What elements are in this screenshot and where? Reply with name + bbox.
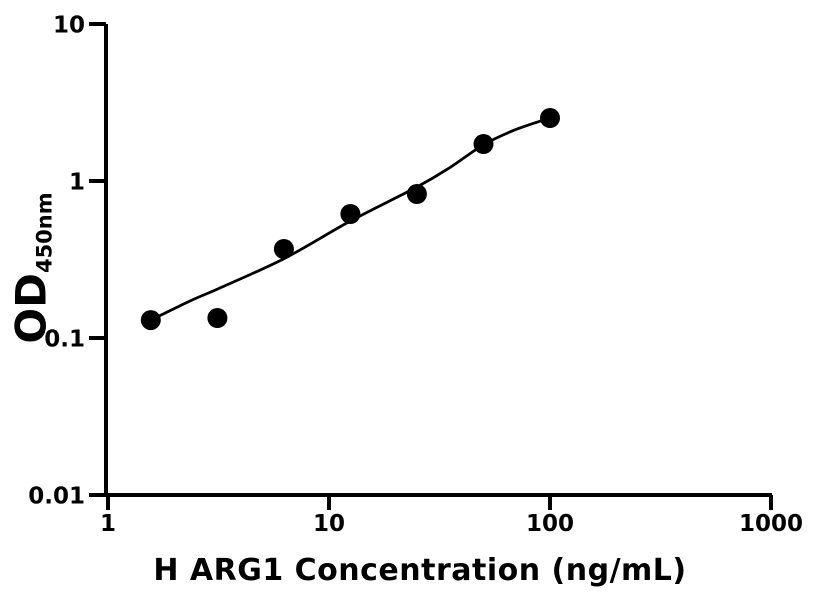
y-axis-title-subscript: 450nm — [32, 192, 57, 274]
x-tick-label-100: 100 — [526, 511, 574, 537]
fit-curve-path — [150, 116, 551, 322]
data-point — [273, 239, 294, 259]
x-axis-title: H ARG1 Concentration (ng/mL) — [153, 553, 687, 588]
y-axis-title-main: OD — [6, 273, 56, 344]
axis-spines — [104, 24, 772, 497]
x-tick-label-10: 10 — [313, 511, 345, 537]
y-tick-label-0.01: 0.01 — [28, 484, 85, 510]
data-point — [406, 184, 427, 204]
data-point — [473, 134, 494, 154]
y-tick-label-1: 1 — [69, 170, 85, 196]
data-point — [207, 308, 228, 328]
y-tick-label-10: 10 — [53, 13, 85, 39]
x-tick-label-1: 1 — [100, 511, 116, 537]
data-point — [540, 108, 560, 128]
y-tick-label-0.1: 0.1 — [44, 327, 85, 353]
x-tick-label-1000: 1000 — [739, 511, 803, 537]
data-point — [140, 310, 161, 331]
data-point — [340, 204, 361, 224]
y-axis-title: OD450nm — [7, 192, 57, 343]
